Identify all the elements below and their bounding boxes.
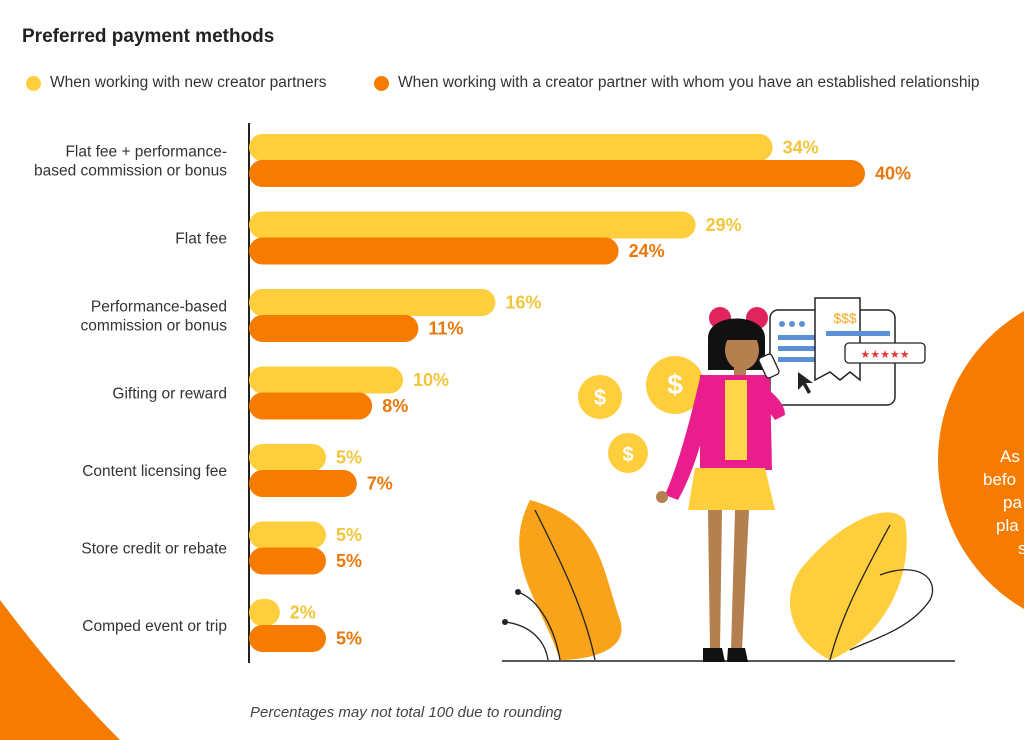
side-panel-line: pa	[1003, 493, 1022, 512]
svg-text:$$$: $$$	[833, 310, 857, 326]
svg-text:$: $	[622, 444, 633, 466]
legend-swatch-orange	[374, 75, 389, 91]
receipt-card-icon: $$$ ★★★★★	[769, 297, 926, 406]
chart-title: Preferred payment methods	[22, 26, 275, 47]
coin-icon: $	[578, 375, 622, 419]
data-label: 2%	[290, 603, 316, 623]
data-label: 24%	[629, 241, 665, 261]
side-panel-line: s	[1018, 539, 1024, 558]
data-label: 10%	[413, 370, 449, 390]
bar-new-partners	[249, 211, 696, 239]
bar-new-partners	[249, 366, 403, 394]
bar-established-partners	[249, 625, 326, 652]
data-label: 29%	[706, 215, 742, 235]
bar-new-partners	[249, 134, 773, 161]
legend-swatch-yellow	[26, 75, 41, 91]
footnote: Percentages may not total 100 due to rou…	[250, 704, 562, 721]
side-panel-line: pla	[996, 516, 1019, 535]
category-label: Content licensing fee	[82, 463, 227, 480]
corner-orange-shape	[0, 600, 120, 740]
data-label: 34%	[783, 138, 819, 158]
svg-text:★★★★★: ★★★★★	[860, 348, 909, 361]
category-label: Flat fee	[175, 231, 227, 248]
category-label: Flat fee + performance-based commission …	[34, 144, 227, 180]
plant-left-icon	[519, 500, 622, 660]
bar-established-partners	[249, 392, 373, 420]
data-label: 5%	[336, 525, 362, 545]
category-label: Comped event or trip	[82, 618, 227, 635]
side-panel-line: As	[1000, 447, 1020, 466]
side-panel-text: As befo pa pla s	[983, 447, 1024, 558]
coin-icon: $	[646, 356, 704, 414]
side-orange-circle	[938, 311, 1024, 609]
bar-new-partners	[249, 444, 326, 471]
legend-label-new-partners: When working with new creator partners	[50, 74, 327, 91]
legend-label-established-partners: When working with a creator partner with…	[398, 74, 980, 91]
bar-established-partners	[249, 470, 357, 497]
bar-new-partners	[249, 599, 280, 626]
data-label: 11%	[428, 319, 463, 339]
bar-new-partners	[249, 289, 496, 316]
plant-right-icon	[790, 512, 907, 660]
side-panel-line: befo	[983, 470, 1016, 489]
svg-text:$: $	[594, 385, 606, 410]
data-label: 8%	[382, 396, 408, 416]
bar-established-partners	[249, 547, 326, 575]
data-label: 7%	[367, 474, 393, 494]
data-label: 5%	[336, 551, 362, 571]
bars-group: Flat fee + performance-based commission …	[34, 134, 911, 652]
bar-new-partners	[249, 521, 326, 549]
person-illustration	[656, 307, 785, 662]
category-label: Gifting or reward	[112, 386, 227, 403]
category-label: Performance-based commission or bonus	[81, 299, 228, 335]
bar-established-partners	[249, 315, 419, 342]
legend-item-new-partners: When working with new creator partners	[26, 74, 327, 92]
data-label: 16%	[505, 293, 541, 313]
bar-established-partners	[249, 237, 619, 265]
data-label: 5%	[336, 629, 362, 649]
coin-icon: $	[608, 433, 648, 473]
bar-established-partners	[249, 160, 865, 187]
legend-item-established-partners: When working with a creator partner with…	[374, 74, 980, 92]
svg-text:$: $	[667, 369, 683, 400]
data-label: 5%	[336, 448, 362, 468]
category-label: Store credit or rebate	[81, 541, 227, 558]
illustration: $ $ $ $$$ ★★★★★	[502, 297, 955, 662]
data-label: 40%	[875, 164, 911, 184]
